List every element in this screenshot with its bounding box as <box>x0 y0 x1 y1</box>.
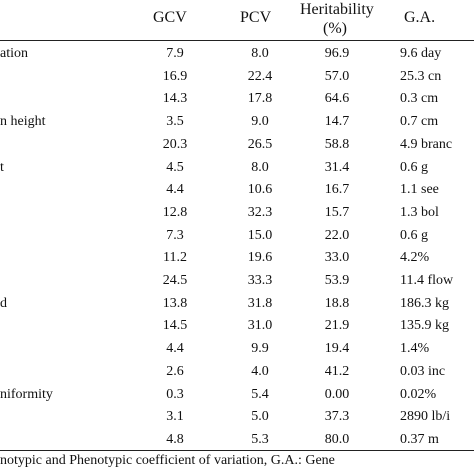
ga-cell: 0.7 cm <box>400 114 439 129</box>
pcv-cell: 9.0 <box>251 114 269 129</box>
header-ga: G.A. <box>404 9 436 26</box>
heritability-cell: 57.0 <box>324 69 350 84</box>
ga-cell: 135.9 kg <box>400 318 449 333</box>
pcv-cell: 32.3 <box>247 205 273 220</box>
trait-cell: n height <box>0 114 46 129</box>
heritability-cell: 21.9 <box>324 318 350 333</box>
gcv-cell: 0.3 <box>166 387 184 402</box>
ga-cell: 0.03 inc <box>400 364 446 379</box>
pcv-cell: 5.3 <box>251 432 269 447</box>
heritability-cell: 41.2 <box>324 364 350 379</box>
gcv-cell: 2.6 <box>166 364 184 379</box>
header-gcv: GCV <box>153 9 187 26</box>
header-pcv: PCV <box>240 9 272 26</box>
pcv-cell: 31.8 <box>247 296 273 311</box>
pcv-cell: 10.6 <box>247 182 273 197</box>
pcv-cell: 8.0 <box>251 46 269 61</box>
heritability-cell: 33.0 <box>324 250 350 265</box>
ga-cell: 25.3 cn <box>400 69 442 84</box>
gcv-cell: 4.4 <box>166 341 184 356</box>
trait-cell: t <box>0 160 4 175</box>
heritability-cell: 14.7 <box>324 114 350 129</box>
heritability-cell: 64.6 <box>324 91 350 106</box>
pcv-cell: 15.0 <box>247 228 273 243</box>
pcv-cell: 17.8 <box>247 91 273 106</box>
pcv-cell: 5.4 <box>251 387 269 402</box>
header-heritability: Heritability <box>300 1 374 18</box>
trait-cell: d <box>0 296 7 311</box>
pcv-cell: 22.4 <box>247 69 273 84</box>
gcv-cell: 16.9 <box>162 69 188 84</box>
ga-cell: 4.9 branc <box>400 137 453 152</box>
heritability-cell: 15.7 <box>324 205 350 220</box>
ga-cell: 9.6 day <box>400 46 442 61</box>
pcv-cell: 26.5 <box>247 137 273 152</box>
heritability-cell: 58.8 <box>324 137 350 152</box>
gcv-cell: 20.3 <box>162 137 188 152</box>
table-footnote: notypic and Phenotypic coefficient of va… <box>0 453 335 468</box>
trait-cell: ation <box>0 46 28 61</box>
pcv-cell: 5.0 <box>251 409 269 424</box>
bottom-rule <box>0 450 474 451</box>
ga-cell: 186.3 kg <box>400 296 449 311</box>
header-heritability-unit: (%) <box>323 20 347 37</box>
ga-cell: 1.4% <box>400 341 430 356</box>
gcv-cell: 11.2 <box>163 250 187 265</box>
gcv-cell: 4.4 <box>166 182 184 197</box>
gcv-cell: 3.1 <box>166 409 184 424</box>
gcv-cell: 4.5 <box>166 160 184 175</box>
gcv-cell: 14.5 <box>162 318 188 333</box>
ga-cell: 11.4 flow <box>400 273 454 288</box>
pcv-cell: 31.0 <box>247 318 273 333</box>
gcv-cell: 13.8 <box>162 296 188 311</box>
pcv-cell: 4.0 <box>251 364 269 379</box>
heritability-cell: 19.4 <box>324 341 350 356</box>
pcv-cell: 9.9 <box>251 341 269 356</box>
header-rule <box>0 40 474 41</box>
heritability-cell: 80.0 <box>324 432 350 447</box>
gcv-cell: 14.3 <box>162 91 188 106</box>
gcv-cell: 7.3 <box>166 228 184 243</box>
heritability-cell: 31.4 <box>324 160 350 175</box>
ga-cell: 0.3 cm <box>400 91 439 106</box>
pcv-cell: 33.3 <box>247 273 273 288</box>
ga-cell: 0.02% <box>400 387 437 402</box>
heritability-cell: 96.9 <box>324 46 350 61</box>
ga-cell: 0.6 g <box>400 160 428 175</box>
gcv-cell: 3.5 <box>166 114 184 129</box>
ga-cell: 1.1 see <box>400 182 439 197</box>
ga-cell: 2890 lb/i <box>400 409 451 424</box>
trait-cell: niformity <box>0 387 53 402</box>
gcv-cell: 24.5 <box>162 273 188 288</box>
heritability-cell: 53.9 <box>324 273 350 288</box>
heritability-cell: 22.0 <box>324 228 350 243</box>
gcv-cell: 7.9 <box>166 46 184 61</box>
ga-cell: 4.2% <box>400 250 430 265</box>
gcv-cell: 12.8 <box>162 205 188 220</box>
pcv-cell: 8.0 <box>251 160 269 175</box>
ga-cell: 0.37 m <box>400 432 439 447</box>
gcv-cell: 4.8 <box>166 432 184 447</box>
heritability-cell: 16.7 <box>324 182 350 197</box>
heritability-cell: 37.3 <box>324 409 350 424</box>
heritability-cell: 0.00 <box>324 387 350 402</box>
ga-cell: 1.3 bol <box>400 205 439 220</box>
heritability-cell: 18.8 <box>324 296 350 311</box>
ga-cell: 0.6 g <box>400 228 428 243</box>
pcv-cell: 19.6 <box>247 250 273 265</box>
